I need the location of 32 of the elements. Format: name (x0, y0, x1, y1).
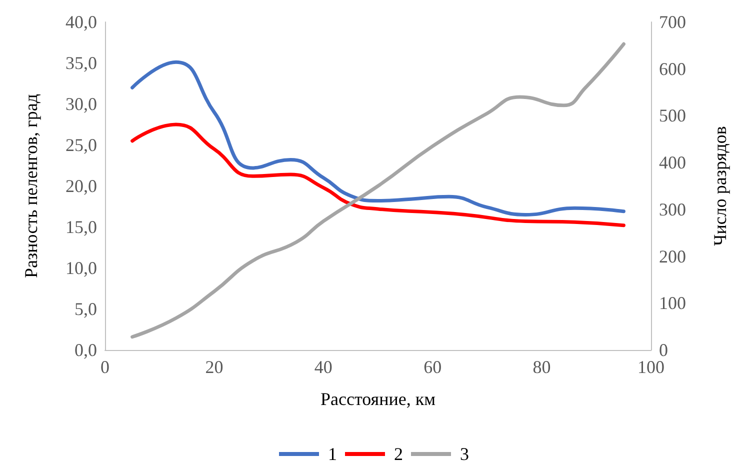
legend-label: 2 (394, 444, 403, 464)
y-tick-label: 30,0 (66, 94, 97, 114)
y-tick-label: 5,0 (74, 299, 97, 319)
x-tick-label: 20 (205, 357, 224, 377)
y2-tick-label: 400 (659, 152, 686, 173)
y2-axis-title: Число разрядов (710, 126, 730, 246)
line-series (130, 42, 626, 339)
y2-tick-label: 0 (659, 340, 668, 360)
y2-tick-label: 200 (659, 246, 686, 266)
y-tick-label: 20,0 (66, 176, 97, 196)
y-tick-label: 25,0 (66, 135, 97, 155)
y2-tick-label: 300 (659, 199, 686, 220)
y-tick-label: 15,0 (66, 217, 97, 237)
y-tick-label: 10,0 (66, 258, 97, 278)
line-series (130, 60, 626, 216)
y2-tick-label: 500 (659, 106, 686, 126)
x-tick-label: 0 (100, 357, 110, 377)
y2-tick-label: 100 (659, 293, 686, 314)
y-tick-label: 0,0 (74, 340, 97, 360)
x-tick-label: 60 (424, 357, 442, 377)
y-tick-label: 35,0 (66, 53, 97, 73)
legend-label: 3 (460, 444, 469, 464)
y-tick-label: 40,0 (66, 12, 97, 32)
x-tick-label: 100 (638, 357, 664, 377)
y-axis-title: Разность пеленгов, град (21, 94, 41, 278)
x-axis-title: Расстояние, км (320, 389, 436, 409)
x-tick-label: 80 (532, 357, 551, 377)
x-tick-label: 40 (314, 357, 332, 377)
legend-label: 1 (328, 444, 337, 464)
y2-tick-label: 600 (659, 58, 686, 79)
line-series (130, 122, 626, 228)
y2-tick-label: 700 (659, 12, 686, 32)
